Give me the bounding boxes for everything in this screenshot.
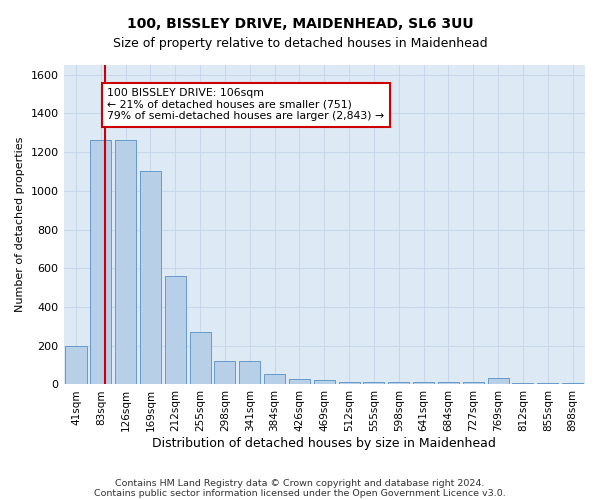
Bar: [338, 382, 359, 384]
Text: Size of property relative to detached houses in Maidenhead: Size of property relative to detached ho…: [113, 38, 487, 51]
Bar: [388, 382, 409, 384]
Bar: [463, 382, 484, 384]
Bar: [413, 382, 434, 384]
Bar: [115, 140, 136, 384]
X-axis label: Distribution of detached houses by size in Maidenhead: Distribution of detached houses by size …: [152, 437, 496, 450]
Bar: [165, 276, 186, 384]
Bar: [190, 332, 211, 384]
Text: Contains public sector information licensed under the Open Government Licence v3: Contains public sector information licen…: [94, 488, 506, 498]
Text: 100, BISSLEY DRIVE, MAIDENHEAD, SL6 3UU: 100, BISSLEY DRIVE, MAIDENHEAD, SL6 3UU: [127, 18, 473, 32]
Bar: [264, 374, 285, 384]
Bar: [438, 382, 459, 384]
Text: 100 BISSLEY DRIVE: 106sqm
← 21% of detached houses are smaller (751)
79% of semi: 100 BISSLEY DRIVE: 106sqm ← 21% of detac…: [107, 88, 385, 122]
Bar: [314, 380, 335, 384]
Bar: [488, 378, 509, 384]
Bar: [239, 361, 260, 384]
Bar: [140, 172, 161, 384]
Bar: [214, 361, 235, 384]
Bar: [65, 346, 86, 385]
Text: Contains HM Land Registry data © Crown copyright and database right 2024.: Contains HM Land Registry data © Crown c…: [115, 478, 485, 488]
Bar: [364, 382, 385, 384]
Bar: [90, 140, 112, 384]
Bar: [512, 382, 533, 384]
Y-axis label: Number of detached properties: Number of detached properties: [15, 137, 25, 312]
Bar: [289, 378, 310, 384]
